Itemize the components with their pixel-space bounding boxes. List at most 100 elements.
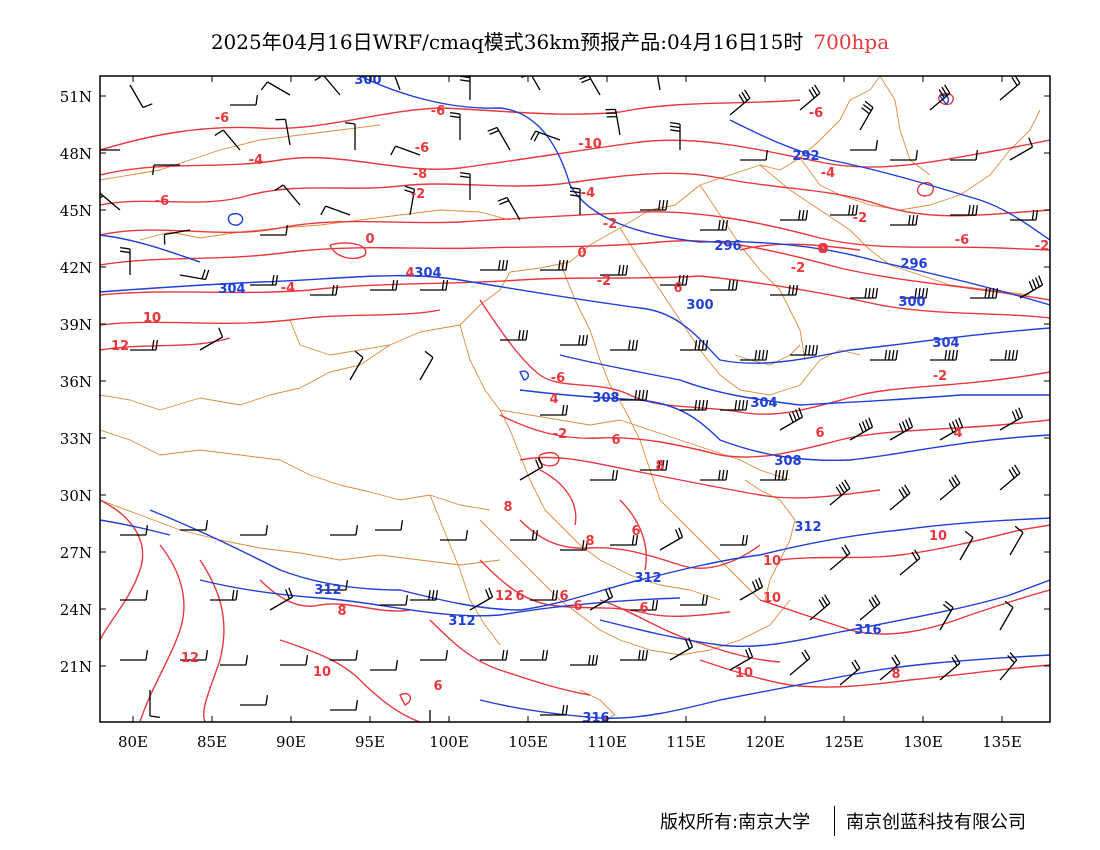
wind-barbs bbox=[100, 76, 1044, 722]
wind-barb bbox=[740, 350, 769, 361]
province-boundary bbox=[139, 209, 511, 241]
temperature-label: 12 bbox=[181, 651, 199, 666]
wind-barb bbox=[320, 205, 351, 216]
geopotential-label: 292 bbox=[792, 149, 819, 164]
temperature-isotherm bbox=[100, 499, 144, 641]
temperature-label: 4 bbox=[953, 426, 962, 441]
wind-barb bbox=[850, 140, 879, 151]
geopotential-height-line bbox=[599, 579, 1050, 648]
footer-divider bbox=[834, 806, 835, 836]
copyright-company: 南京创蓝科技有限公司 bbox=[846, 812, 1026, 833]
geopotential-height-line bbox=[359, 76, 1050, 306]
lat-tick-label: 48N bbox=[60, 145, 92, 163]
wind-barb bbox=[890, 215, 919, 226]
temperature-isotherm bbox=[429, 619, 591, 696]
temperature-isotherm bbox=[519, 519, 761, 569]
temperature-isotherm bbox=[916, 181, 934, 197]
wind-barb bbox=[570, 186, 581, 215]
wind-barb bbox=[570, 655, 599, 666]
temperature-label: -6 bbox=[431, 104, 445, 119]
temperature-label: -2 bbox=[603, 217, 617, 232]
wind-barb bbox=[670, 121, 681, 150]
wind-barb bbox=[151, 164, 180, 175]
geopotential-label: 304 bbox=[218, 282, 245, 297]
temperature-isotherm bbox=[938, 92, 954, 106]
province-boundary bbox=[619, 227, 861, 396]
wind-barb bbox=[660, 275, 689, 286]
wind-barb bbox=[939, 417, 964, 441]
lon-tick-label: 130E bbox=[903, 733, 943, 751]
wind-barb bbox=[799, 84, 821, 111]
wind-barb bbox=[590, 470, 619, 481]
lon-tick-label: 80E bbox=[118, 733, 148, 751]
geopotential-height-line bbox=[100, 234, 201, 263]
temperature-label: -2 bbox=[597, 274, 611, 289]
wind-barb bbox=[280, 655, 309, 666]
wind-barb bbox=[939, 654, 961, 681]
wind-barb bbox=[390, 145, 421, 156]
wind-barb bbox=[540, 405, 569, 416]
temperature-label: -10 bbox=[578, 137, 602, 152]
wind-barb bbox=[850, 288, 879, 299]
lon-tick-label: 115E bbox=[666, 733, 706, 751]
temperature-isotherm bbox=[259, 579, 411, 612]
geopotential-height-line bbox=[149, 509, 1050, 611]
lat-tick-label: 27N bbox=[60, 544, 92, 562]
temperature-label: 6 bbox=[573, 599, 582, 614]
temperature-label: -2 bbox=[853, 211, 867, 226]
wind-barb bbox=[230, 95, 259, 106]
geopotential-label: 316 bbox=[582, 711, 609, 726]
wind-barb bbox=[669, 637, 694, 661]
geopotential-label: 312 bbox=[794, 520, 821, 535]
title-text: 2025年04月16日WRF/cmaq模式36km预报产品:04月16日15时 bbox=[210, 30, 804, 54]
province-boundary bbox=[659, 499, 761, 601]
wind-barb bbox=[330, 525, 359, 536]
temperature-isotherm bbox=[739, 243, 861, 251]
province-boundary bbox=[699, 184, 806, 361]
temperature-isotherm bbox=[100, 139, 1050, 176]
geopotential-label: 312 bbox=[448, 614, 475, 629]
temperature-label: 4 bbox=[549, 392, 558, 407]
province-boundary bbox=[479, 519, 791, 656]
wind-barb bbox=[760, 470, 789, 481]
temperature-label: 8 bbox=[891, 667, 900, 682]
wind-barb bbox=[600, 265, 629, 276]
wind-barb bbox=[540, 260, 569, 271]
temperature-label: 0 bbox=[577, 246, 586, 261]
lon-tick-label: 135E bbox=[982, 733, 1022, 751]
temperature-label: -8 bbox=[413, 167, 427, 182]
temperature-label: 6 bbox=[815, 426, 824, 441]
wind-barb bbox=[440, 530, 469, 541]
wind-barb bbox=[729, 89, 751, 116]
geopotential-label: 296 bbox=[714, 239, 741, 254]
wind-barb bbox=[656, 76, 661, 91]
wind-barb bbox=[394, 76, 401, 91]
wind-barb bbox=[830, 205, 859, 216]
geopotential-height-line bbox=[227, 213, 244, 226]
wind-barb bbox=[1009, 525, 1024, 556]
wind-barb bbox=[375, 520, 404, 531]
wind-barb bbox=[487, 126, 511, 151]
temperature-isotherm bbox=[100, 240, 1050, 301]
wind-barb bbox=[240, 525, 269, 536]
temperature-label: -6 bbox=[155, 194, 169, 209]
wind-barb bbox=[589, 587, 614, 611]
province-boundary bbox=[734, 344, 801, 366]
province-boundary bbox=[100, 124, 381, 181]
temperature-isotherm bbox=[399, 693, 412, 706]
province-boundary bbox=[759, 164, 1031, 296]
wind-barb bbox=[370, 660, 399, 671]
wind-barb bbox=[450, 111, 461, 140]
wind-barb bbox=[900, 288, 929, 299]
lat-tick-label: 42N bbox=[60, 259, 92, 277]
wind-barb bbox=[700, 220, 729, 231]
wind-barb bbox=[130, 340, 159, 351]
wind-barb bbox=[345, 121, 356, 150]
wind-barb bbox=[275, 118, 291, 146]
geopotential-height-line bbox=[100, 274, 1050, 364]
temperature-label: 4 bbox=[405, 266, 414, 281]
wind-barb bbox=[939, 474, 961, 501]
temperature-label: -6 bbox=[415, 141, 429, 156]
temperature-contours bbox=[100, 92, 1050, 722]
wind-barb bbox=[970, 288, 999, 299]
